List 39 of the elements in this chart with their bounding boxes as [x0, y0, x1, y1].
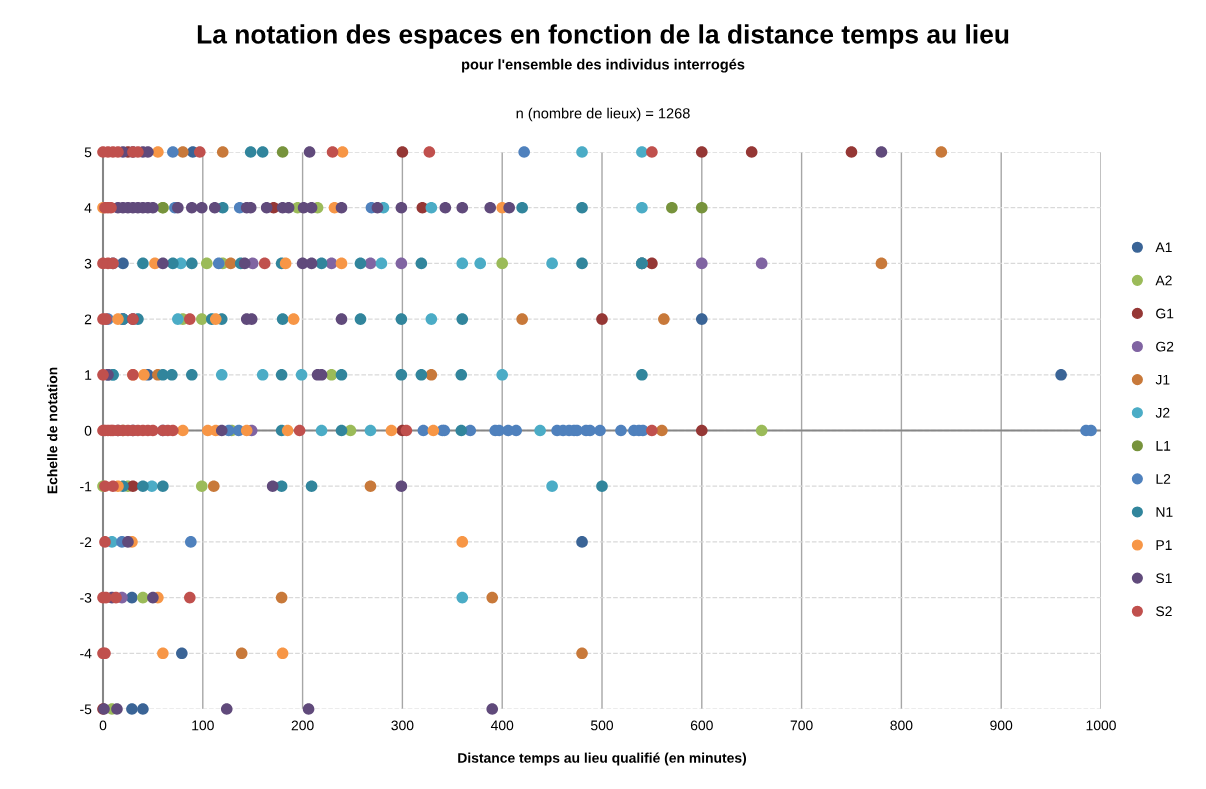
legend-label: J2	[1155, 407, 1170, 418]
legend-label: G1	[1156, 308, 1174, 319]
text: n (nombre de lieux) = 1268	[516, 107, 690, 122]
y-tick-label: -3	[80, 592, 92, 603]
y-axis-title: Echelle de notation	[47, 367, 58, 494]
x-axis-title: Distance temps au lieu qualifié (en minutes)	[458, 752, 747, 766]
legend-label: G2	[1156, 341, 1174, 352]
x-tick-label: 100	[192, 720, 214, 731]
legend-label: J1	[1155, 374, 1170, 385]
x-tick-label: 900	[990, 720, 1013, 731]
x-tick-label: 700	[790, 720, 813, 731]
y-tick-label: -5	[80, 704, 92, 715]
chart-subtitle: pour l'ensemble des individus interrogés	[462, 58, 745, 73]
y-tick-label: -4	[80, 648, 92, 659]
x-tick-label: 200	[291, 720, 314, 731]
y-tick-label: -2	[80, 537, 92, 547]
y-tick-label: 5	[84, 147, 92, 158]
legend-label: P1	[1156, 540, 1172, 550]
legend-label: A2	[1155, 275, 1172, 286]
legend-label: N1	[1156, 507, 1173, 517]
y-tick-label: 4	[84, 203, 92, 213]
legend-label: A1	[1155, 242, 1172, 253]
y-tick-label: 0	[84, 425, 92, 436]
legend-label: L2	[1156, 474, 1171, 484]
legend-label: S2	[1156, 606, 1172, 617]
x-tick-label: 600	[690, 720, 713, 731]
y-tick-label: 1	[85, 370, 92, 380]
x-tick-label: 1000	[1086, 720, 1116, 731]
x-tick-label: 400	[490, 720, 514, 731]
chart-title: La notation des espaces en fonction de la distance temps au lieu	[197, 24, 1009, 49]
y-tick-label: -1	[80, 481, 92, 492]
x-tick-label: 0	[99, 720, 107, 731]
x-tick-label: 300	[391, 720, 414, 731]
x-tick-label: 500	[590, 720, 614, 731]
x-tick-label: 800	[890, 720, 913, 731]
legend-label: S1	[1156, 573, 1172, 584]
legend-label: L1	[1156, 441, 1171, 451]
y-tick-label: 3	[84, 258, 92, 269]
y-tick-label: 2	[84, 314, 92, 325]
